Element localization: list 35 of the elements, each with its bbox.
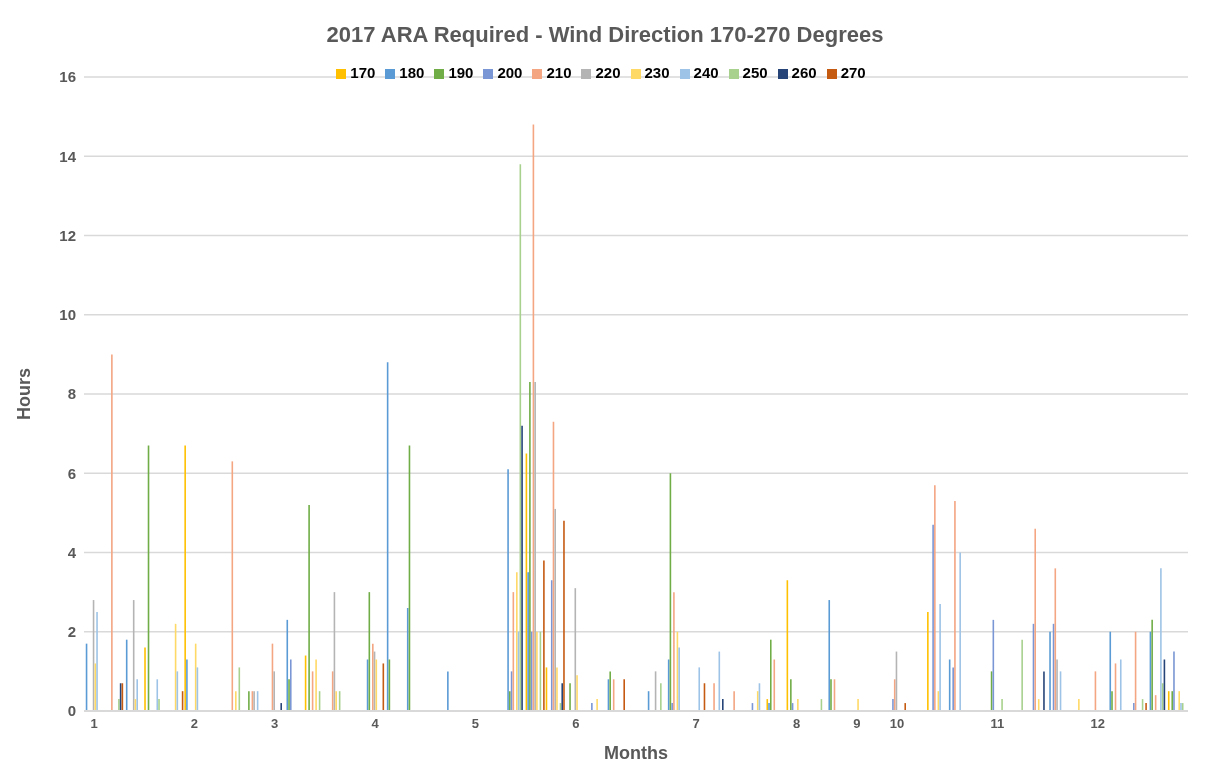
legend-label: 250: [742, 64, 768, 81]
legend-label: 220: [595, 64, 621, 81]
x-tick-label: 4: [371, 716, 380, 732]
legend-label: 270: [840, 64, 866, 81]
legend-label: 230: [644, 64, 670, 81]
y-tick-label: 10: [59, 306, 76, 324]
x-tick-label: 12: [1090, 716, 1105, 732]
legend-label: 190: [448, 64, 474, 81]
x-tick-label: 6: [572, 716, 580, 732]
y-tick-label: 8: [67, 385, 76, 403]
y-tick-label: 6: [67, 464, 76, 482]
y-tick-label: 0: [67, 702, 76, 720]
legend-label: 170: [350, 64, 376, 81]
y-tick-label: 2: [67, 623, 76, 641]
x-tick-label: 9: [853, 716, 861, 732]
legend-label: 260: [791, 64, 817, 81]
x-tick-label: 7: [692, 716, 700, 732]
x-tick-label: 10: [889, 716, 905, 732]
legend-label: 210: [546, 64, 572, 81]
x-tick-label: 5: [471, 716, 480, 732]
x-tick-label: 11: [990, 716, 1005, 732]
y-tick-label: 14: [59, 147, 77, 165]
y-axis-title: Hours: [14, 367, 35, 421]
x-tick-label: 8: [792, 716, 801, 732]
legend-label: 240: [693, 64, 719, 81]
legend-label: 200: [497, 64, 523, 81]
y-tick-label: 4: [67, 543, 77, 561]
x-axis-title: Months: [604, 743, 668, 763]
x-tick-label: 2: [190, 716, 199, 732]
x-tick-label: 1: [90, 716, 98, 732]
x-tick-label: 3: [271, 716, 279, 732]
y-tick-label: 12: [59, 226, 76, 244]
y-tick-label: 16: [59, 68, 76, 86]
chart-title: 2017 ARA Required - Wind Direction 170-270 Degrees: [325, 22, 885, 48]
legend-label: 180: [399, 64, 425, 81]
